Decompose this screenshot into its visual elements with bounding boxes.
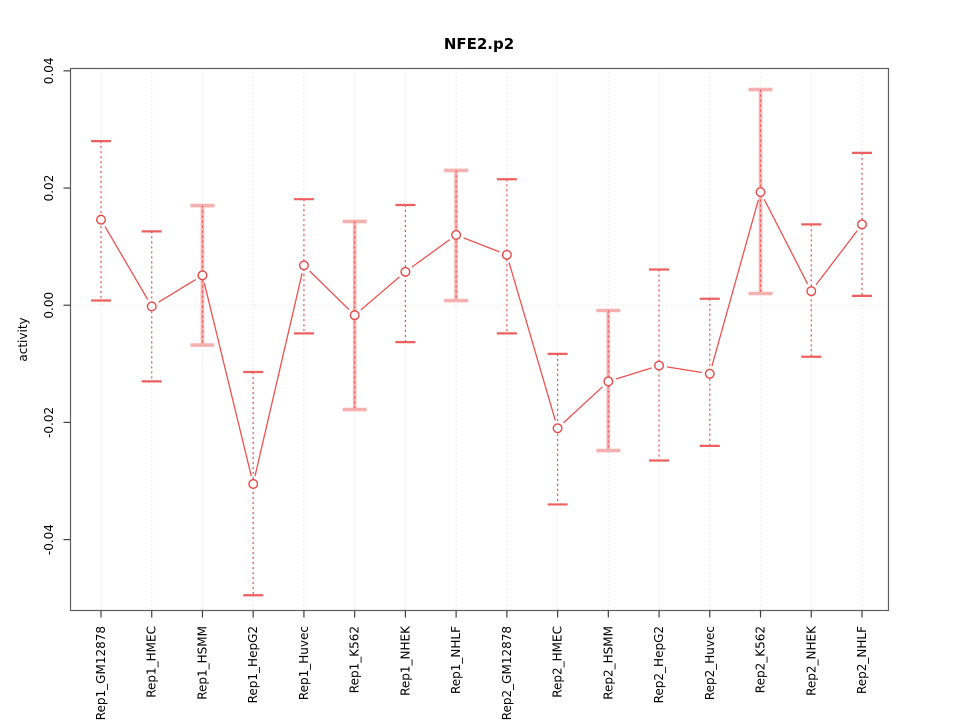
x-tick-label: Rep2_GM12878 — [500, 626, 514, 720]
gridlines — [70, 68, 889, 611]
data-point — [552, 423, 563, 434]
x-tick-label: Rep1_NHLF — [449, 626, 463, 694]
x-tick-label: Rep1_HMEC — [145, 626, 159, 698]
error-bars — [91, 87, 872, 597]
x-tick-label: Rep1_NHEK — [398, 625, 412, 696]
x-tick-label: Rep2_Huvec — [703, 626, 717, 700]
series-line — [104, 198, 858, 477]
x-tick-label: Rep2_HSMM — [601, 626, 615, 700]
data-point — [451, 229, 462, 240]
x-tick-label: Rep1_Huvec — [297, 626, 311, 700]
y-tick-label: -0.02 — [42, 407, 56, 438]
axis-tick-labels: -0.04 -0.02 0.00 0.02 0.04 Rep1_GM12878 Rep1_H… — [42, 57, 869, 720]
x-tick-label: Rep1_HSMM — [195, 626, 209, 700]
data-point — [755, 187, 766, 198]
x-tick-label: Rep2_HMEC — [551, 626, 565, 698]
data-points — [95, 187, 867, 489]
y-axis-title: activity — [16, 317, 30, 361]
data-point — [400, 266, 411, 277]
data-point — [146, 301, 157, 312]
x-tick-label: Rep2_HepG2 — [652, 626, 666, 703]
data-point — [704, 368, 715, 379]
data-point — [806, 286, 817, 297]
y-tick-label: 0.04 — [42, 57, 56, 84]
data-point — [248, 478, 259, 489]
x-tick-label: Rep2_K562 — [754, 626, 768, 693]
data-point — [654, 360, 665, 371]
data-point — [298, 260, 309, 271]
data-point — [95, 214, 106, 225]
y-tick-label: 0.02 — [42, 175, 56, 202]
x-tick-label: Rep2_NHLF — [855, 626, 869, 694]
data-point — [856, 219, 867, 230]
x-tick-label: Rep1_GM12878 — [94, 626, 108, 720]
x-tick-label: Rep1_HepG2 — [246, 626, 260, 703]
x-tick-label: Rep1_K562 — [348, 626, 362, 693]
y-tick-label: -0.04 — [42, 524, 56, 555]
data-point — [603, 376, 614, 387]
data-point — [501, 249, 512, 260]
data-point — [197, 270, 208, 281]
x-tick-label: Rep2_NHEK — [804, 625, 818, 696]
chart-root: -0.04 -0.02 0.00 0.02 0.04 Rep1_GM12878 Rep1_H… — [42, 57, 890, 720]
axes — [63, 67, 890, 618]
chart-title: NFE2.p2 — [443, 35, 515, 53]
data-point — [349, 310, 360, 321]
y-tick-label: 0.00 — [42, 292, 56, 319]
